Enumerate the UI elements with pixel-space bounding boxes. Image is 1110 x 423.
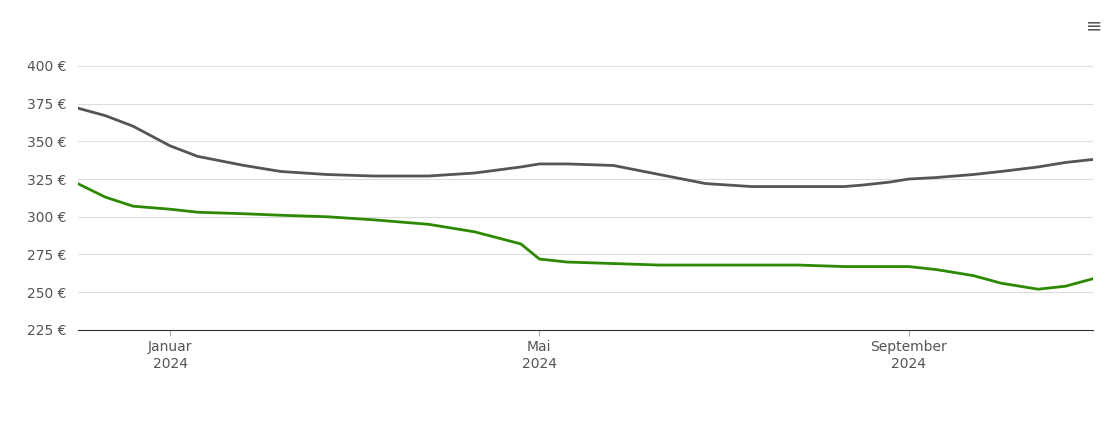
Text: ≡: ≡ [1086, 17, 1102, 36]
